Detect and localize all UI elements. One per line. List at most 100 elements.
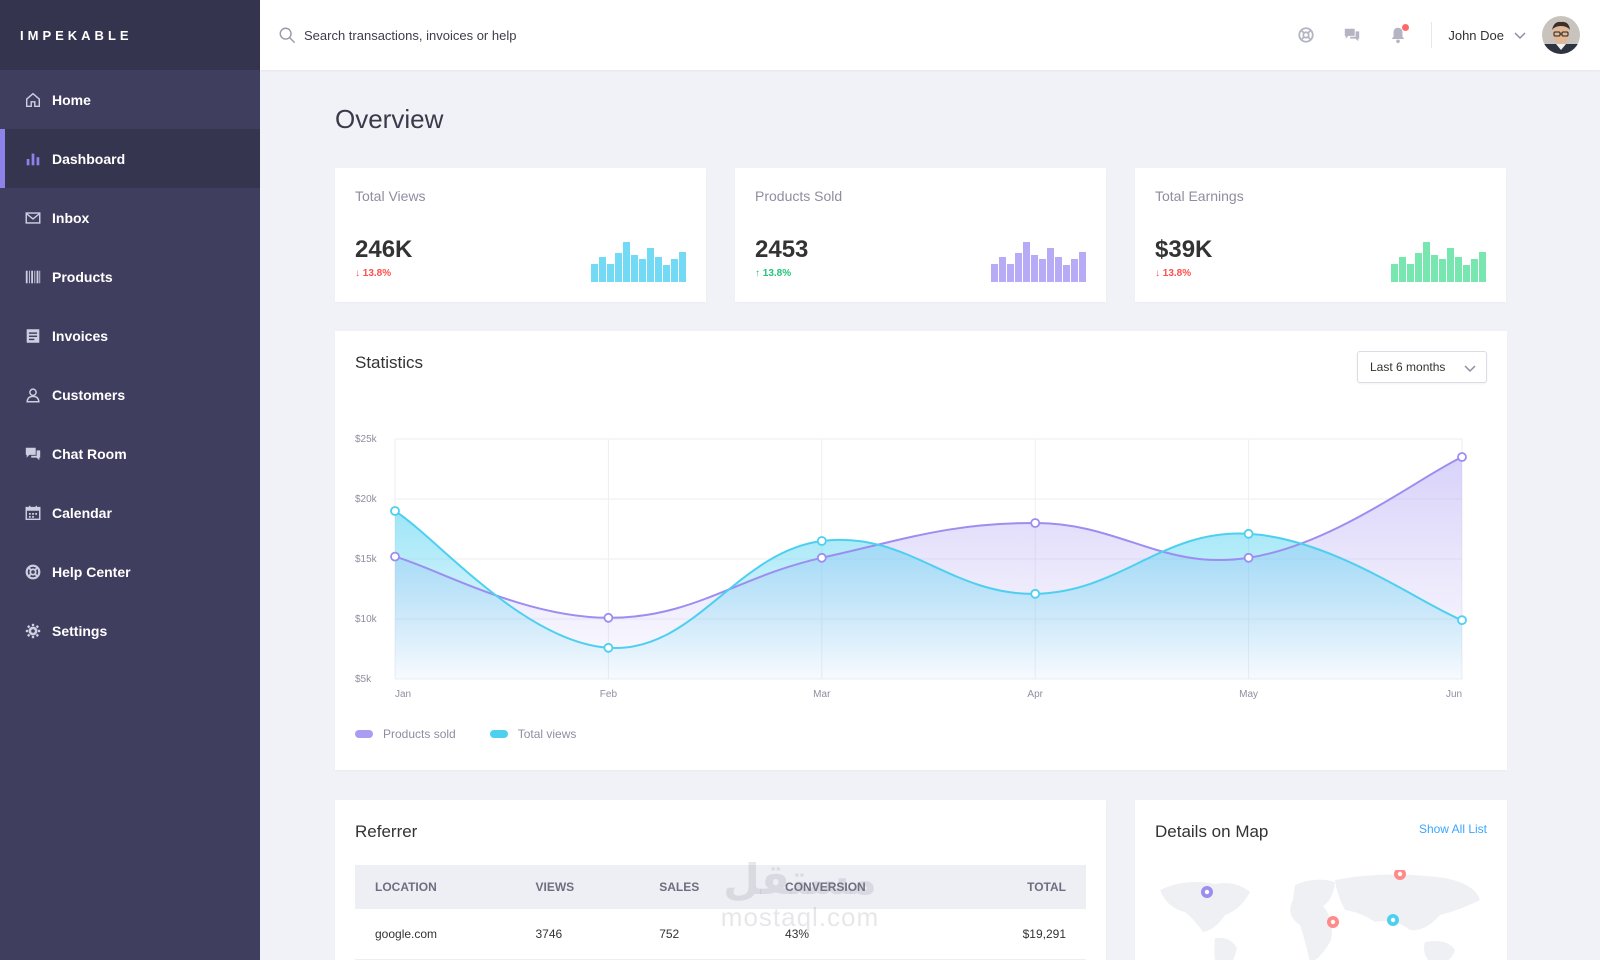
notification-badge bbox=[1402, 24, 1410, 31]
sidebar-item-label: Dashboard bbox=[52, 150, 126, 167]
user-menu[interactable]: John Doe bbox=[1448, 16, 1580, 54]
area-total-views bbox=[395, 511, 1462, 679]
kpi-value: $39K bbox=[1155, 236, 1213, 263]
watermark-arabic: مستقل bbox=[723, 855, 877, 904]
sidebar-item-settings[interactable]: Settings bbox=[0, 601, 260, 660]
legend-label: Products sold bbox=[383, 727, 456, 741]
legend-item-products-sold[interactable]: Products sold bbox=[355, 727, 456, 741]
kpi-bar bbox=[1423, 242, 1430, 282]
legend-swatch bbox=[489, 730, 508, 738]
table-header-row: LOCATION VIEWS SALES CONVERSION TOTAL bbox=[355, 865, 1086, 909]
point-total-views bbox=[603, 642, 614, 653]
point-total-views bbox=[1243, 528, 1254, 539]
kpi-value: 246K bbox=[355, 236, 413, 263]
messages-button[interactable] bbox=[1329, 15, 1375, 55]
sidebar-item-calendar[interactable]: Calendar bbox=[0, 483, 260, 542]
referrer-table: LOCATION VIEWS SALES CONVERSION TOTAL go… bbox=[355, 865, 1086, 960]
sidebar-item-products[interactable]: Products bbox=[0, 247, 260, 306]
point-products-sold bbox=[1457, 452, 1467, 462]
sidebar-item-label: Help Center bbox=[52, 563, 131, 580]
map-pin-red[interactable] bbox=[1327, 916, 1339, 928]
kpi-bar bbox=[1471, 259, 1478, 282]
notifications-button[interactable] bbox=[1375, 15, 1421, 55]
map-pin-red[interactable] bbox=[1394, 870, 1406, 880]
search-box bbox=[278, 26, 1283, 44]
range-select[interactable]: Last 6 months bbox=[1357, 351, 1487, 383]
help-button[interactable] bbox=[1283, 15, 1329, 55]
show-all-list-link[interactable]: Show All List bbox=[1418, 822, 1487, 836]
table-row[interactable]: google.com 3746 752 43% $19,291 bbox=[355, 909, 1086, 960]
arrow-down-icon: ↓ bbox=[355, 268, 360, 279]
sidebar-item-label: Calendar bbox=[52, 504, 112, 521]
kpi-label: Total Views bbox=[355, 188, 426, 204]
invoice-icon bbox=[26, 328, 40, 343]
column-header-total[interactable]: TOTAL bbox=[954, 865, 1086, 909]
point-total-views bbox=[1457, 615, 1467, 626]
kpi-bar bbox=[615, 253, 622, 282]
header-actions bbox=[1283, 15, 1421, 55]
map-pin-cyan[interactable] bbox=[1387, 914, 1399, 926]
sidebar-item-inbox[interactable]: Inbox bbox=[0, 188, 260, 247]
calendar-icon bbox=[25, 505, 41, 520]
map-landmass bbox=[1335, 874, 1480, 931]
kpi-bar bbox=[623, 242, 630, 282]
search-input[interactable] bbox=[304, 27, 704, 43]
sidebar-item-chat-room[interactable]: Chat Room bbox=[0, 424, 260, 483]
sidebar-nav: Home Dashboard Inbox Products Invoices Custom… bbox=[0, 70, 260, 660]
kpi-bar bbox=[599, 257, 606, 282]
kpi-bar bbox=[1399, 257, 1406, 282]
column-header-views[interactable]: VIEWS bbox=[515, 865, 640, 909]
cell-sales: 752 bbox=[639, 909, 766, 960]
point-products-sold bbox=[1030, 518, 1041, 528]
sidebar-item-label: Home bbox=[52, 91, 91, 108]
sidebar-item-customers[interactable]: Customers bbox=[0, 365, 260, 424]
column-header-sales[interactable]: SALES bbox=[639, 865, 766, 909]
kpi-bar bbox=[663, 265, 670, 282]
kpi-bar bbox=[591, 264, 598, 282]
legend-item-total-views[interactable]: Total views bbox=[489, 727, 576, 741]
kpi-bar bbox=[1391, 264, 1398, 282]
arrow-up-icon: ↑ bbox=[755, 268, 760, 279]
map-title: Details on Map bbox=[1155, 822, 1269, 841]
sidebar-item-label: Chat Room bbox=[52, 445, 127, 462]
sidebar-item-help-center[interactable]: Help Center bbox=[0, 542, 260, 601]
barcode-icon bbox=[25, 270, 41, 283]
cell-total: $19,291 bbox=[954, 909, 1086, 960]
brand-logo[interactable]: IMPEKABLE bbox=[0, 0, 260, 70]
referrer-title: Referrer bbox=[355, 822, 418, 841]
sidebar-item-label: Products bbox=[52, 268, 113, 285]
column-header-conversion[interactable]: CONVERSION bbox=[765, 865, 955, 909]
user-icon bbox=[26, 387, 40, 402]
sidebar-item-dashboard[interactable]: Dashboard bbox=[0, 129, 260, 188]
kpi-card-total-views: Total Views 246K ↓ 13.8% bbox=[335, 168, 706, 302]
avatar-image bbox=[1542, 16, 1580, 54]
page-title: Overview bbox=[335, 104, 444, 134]
x-tick-label: May bbox=[1239, 689, 1258, 700]
statistics-chart: $5k $10k $15k $20k $25k Jan Feb Mar Apr May Jun bbox=[355, 434, 1467, 700]
bar-chart-icon bbox=[26, 153, 40, 165]
sidebar-item-label: Invoices bbox=[52, 327, 109, 344]
lifebuoy-icon bbox=[25, 564, 41, 579]
kpi-bar bbox=[679, 252, 686, 282]
x-tick-label: Mar bbox=[813, 689, 831, 700]
kpi-sparkbars bbox=[1391, 242, 1486, 282]
sidebar-item-invoices[interactable]: Invoices bbox=[0, 306, 260, 365]
kpi-bar bbox=[1031, 255, 1038, 282]
kpi-change: ↑ 13.8% bbox=[755, 268, 792, 279]
kpi-bar bbox=[1055, 257, 1062, 282]
world-map[interactable] bbox=[1155, 870, 1487, 960]
y-tick-label: $10k bbox=[355, 614, 378, 625]
gear-icon bbox=[25, 623, 41, 638]
x-tick-label: Jan bbox=[395, 689, 411, 700]
chart-legend: Products sold Total views bbox=[355, 727, 576, 741]
kpi-bar bbox=[639, 259, 646, 282]
map-pin-purple[interactable] bbox=[1201, 886, 1213, 898]
kpi-bar bbox=[1407, 264, 1414, 282]
column-header-location[interactable]: LOCATION bbox=[355, 865, 516, 909]
referrer-card: Referrer LOCATION VIEWS SALES CONVERSION… bbox=[335, 800, 1106, 960]
avatar[interactable] bbox=[1542, 16, 1580, 54]
kpi-bar bbox=[991, 264, 998, 282]
sidebar-item-label: Inbox bbox=[52, 209, 90, 226]
sidebar-item-home[interactable]: Home bbox=[0, 70, 260, 129]
kpi-bar bbox=[655, 257, 662, 282]
